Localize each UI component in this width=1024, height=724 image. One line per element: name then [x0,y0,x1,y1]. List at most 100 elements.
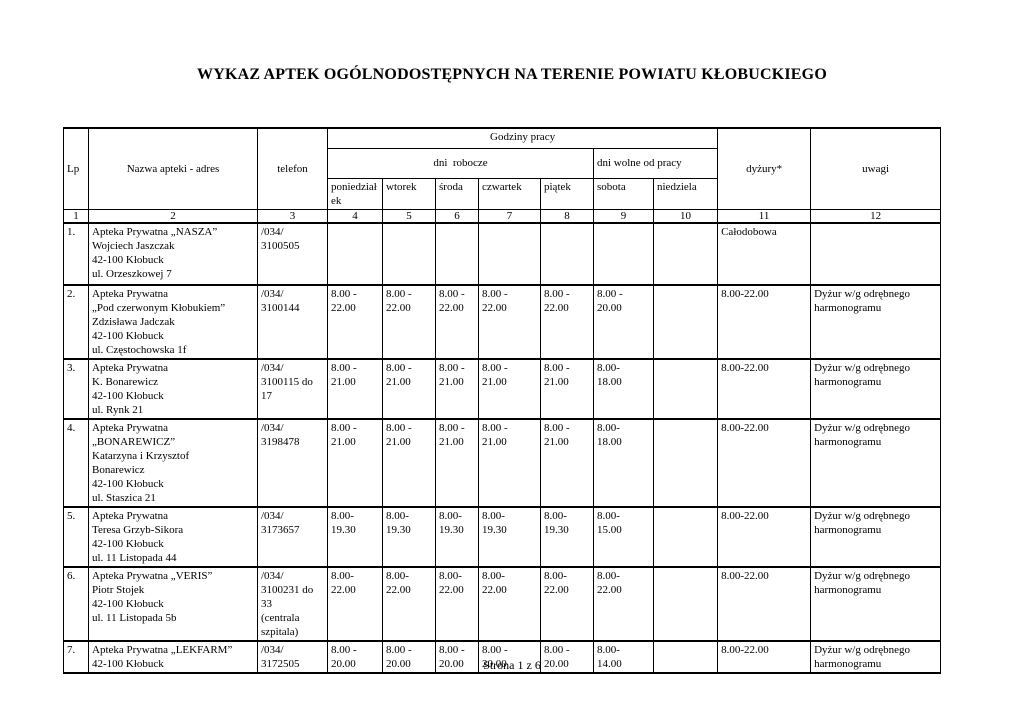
row-number-cell: 4. [63,418,89,507]
hours-thursday-cell: 8.00- 22.00 [478,566,541,641]
header-day-monday: poniedziałek [327,177,383,210]
header-notes: uwagi [810,127,942,210]
column-number: 3 [257,208,328,223]
hours-monday-cell: 8.00 - 21.00 [327,358,383,419]
hours-wednesday-cell: 8.00 - 20.00 [435,640,479,673]
hours-friday-cell: 8.00- 19.30 [540,506,594,567]
hours-monday-cell: 8.00- 22.00 [327,566,383,641]
header-lp: Lp [63,127,89,210]
duty-cell: Całodobowa [717,222,812,285]
hours-thursday-cell: 8.00 - 20.00 [478,640,541,673]
row-number-cell: 2. [63,284,89,359]
pharmacy-row: 7. Apteka Prywatna „LEKFARM” 42-100 Kłobu… [63,640,942,673]
notes-cell: Dyżur w/g odrębnego harmonogramu [810,358,942,419]
hours-saturday-cell: 8.00- 22.00 [593,566,654,641]
column-number: 10 [652,208,719,223]
notes-cell: Dyżur w/g odrębnego harmonogramu [810,418,942,507]
hours-friday-cell: 8.00- 22.00 [540,566,594,641]
column-number: 12 [810,208,942,223]
hours-monday-cell: 8.00- 19.30 [327,506,383,567]
hours-wednesday-cell [435,222,479,285]
hours-sunday-cell [652,566,719,641]
hours-tuesday-cell: 8.00 - 21.00 [382,358,436,419]
header-duty: dyżury* [717,127,812,210]
hours-tuesday-cell [382,222,436,285]
pharmacy-row: 5. Apteka Prywatna Teresa Grzyb-Sikora 42… [63,506,942,567]
notes-cell: Dyżur w/g odrębnego harmonogramu [810,284,942,359]
pharmacy-row: 4. Apteka Prywatna „BONAREWICZ” Katarzyna… [63,418,942,507]
hours-friday-cell: 8.00 - 20.00 [540,640,594,673]
header-day-sunday: niedziela [652,177,719,210]
column-number: 6 [435,208,479,223]
row-number-cell: 3. [63,358,89,419]
hours-sunday-cell [652,358,719,419]
hours-friday-cell: 8.00 - 21.00 [540,358,594,419]
duty-cell: 8.00-22.00 [717,418,812,507]
column-number: 11 [717,208,812,223]
hours-friday-cell: 8.00 - 22.00 [540,284,594,359]
pharmacy-row: 1. Apteka Prywatna „NASZA” Wojciech Jaszc… [63,222,942,285]
hours-thursday-cell [478,222,541,285]
hours-wednesday-cell: 8.00 - 21.00 [435,358,479,419]
row-number-cell: 5. [63,506,89,567]
hours-tuesday-cell: 8.00- 22.00 [382,566,436,641]
duty-cell: 8.00-22.00 [717,640,812,673]
column-number: 4 [327,208,383,223]
phone-cell: /034/ 3172505 [257,640,328,673]
column-number: 1 [63,208,89,223]
hours-monday-cell: 8.00 - 20.00 [327,640,383,673]
notes-cell: Dyżur w/g odrębnego harmonogramu [810,506,942,567]
notes-cell: Dyżur w/g odrębnego harmonogramu [810,640,942,673]
hours-sunday-cell [652,640,719,673]
hours-saturday-cell: 8.00- 14.00 [593,640,654,673]
header-weekend-group: dni wolne od pracy [592,147,719,179]
hours-sunday-cell [652,418,719,507]
duty-cell: 8.00-22.00 [717,506,812,567]
pharmacy-name-address-cell: Apteka Prywatna „VERIS” Piotr Stojek 42-… [88,566,258,641]
hours-wednesday-cell: 8.00 - 22.00 [435,284,479,359]
notes-cell: Dyżur w/g odrębnego harmonogramu [810,566,942,641]
phone-cell: /034/ 3198478 [257,418,328,507]
hours-thursday-cell: 8.00- 19.30 [478,506,541,567]
hours-thursday-cell: 8.00 - 21.00 [478,418,541,507]
row-number-cell: 7. [63,640,89,673]
hours-tuesday-cell: 8.00 - 22.00 [382,284,436,359]
pharmacy-name-address-cell: Apteka Prywatna „NASZA” Wojciech Jaszcza… [88,222,258,285]
hours-saturday-cell: 8.00- 18.00 [593,418,654,507]
page-title: WYKAZ APTEK OGÓLNODOSTĘPNYCH NA TERENIE … [197,66,827,83]
hours-monday-cell: 8.00 - 22.00 [327,284,383,359]
hours-sunday-cell [652,222,719,285]
hours-monday-cell [327,222,383,285]
notes-cell [810,222,942,285]
pharmacy-name-address-cell: Apteka Prywatna K. Bonarewicz 42-100 Kło… [88,358,258,419]
hours-wednesday-cell: 8.00- 19.30 [435,506,479,567]
phone-cell: /034/ 3100144 [257,284,328,359]
pharmacy-name-address-cell: Apteka Prywatna „Pod czerwonym Kłobukiem… [88,284,258,359]
row-number-cell: 6. [63,566,89,641]
column-number: 2 [88,208,258,223]
pharmacy-name-address-cell: Apteka Prywatna Teresa Grzyb-Sikora 42-1… [88,506,258,567]
hours-saturday-cell: 8.00- 18.00 [593,358,654,419]
header-pharmacy-name: Nazwa apteki - adres [88,127,258,210]
hours-friday-cell: 8.00 - 21.00 [540,418,594,507]
pharmacy-row: 6. Apteka Prywatna „VERIS” Piotr Stojek 4… [63,566,942,641]
hours-monday-cell: 8.00 - 21.00 [327,418,383,507]
phone-cell: /034/ 3100231 do 33 (centrala szpitala) [257,566,328,641]
column-number: 5 [382,208,436,223]
pharmacy-row: 2. Apteka Prywatna „Pod czerwonym Kłobuki… [63,284,942,359]
hours-saturday-cell: 8.00- 15.00 [593,506,654,567]
pharmacy-name-address-cell: Apteka Prywatna „LEKFARM” 42-100 Kłobuck [88,640,258,673]
header-day-friday: piątek [540,177,594,210]
header-phone: telefon [257,127,328,210]
hours-friday-cell [540,222,594,285]
pharmacy-row: 3. Apteka Prywatna K. Bonarewicz 42-100 K… [63,358,942,419]
phone-cell: /034/ 3173657 [257,506,328,567]
duty-cell: 8.00-22.00 [717,358,812,419]
header-day-thursday: czwartek [478,177,541,210]
pharmacy-table: Lp Nazwa apteki - adres telefon Godziny … [63,127,942,674]
row-number-cell: 1. [63,222,89,285]
column-number: 9 [593,208,654,223]
hours-thursday-cell: 8.00 - 21.00 [478,358,541,419]
duty-cell: 8.00-22.00 [717,284,812,359]
